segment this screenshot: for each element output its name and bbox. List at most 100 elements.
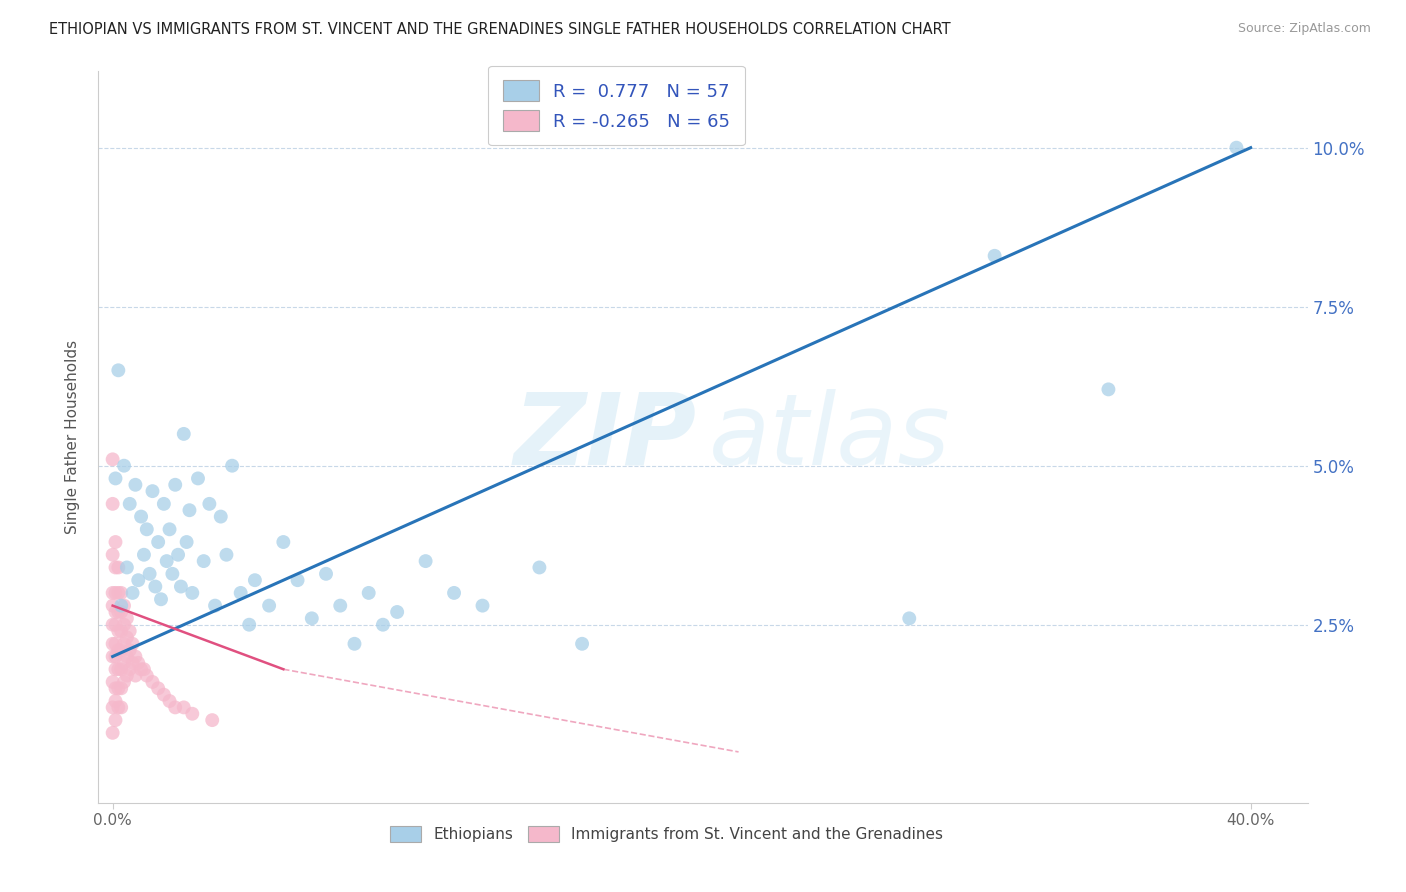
- Point: [104, 471, 127, 485]
- Point: [112, 617, 135, 632]
- Point: [118, 497, 141, 511]
- Point: [121, 586, 143, 600]
- Point: [101, 637, 124, 651]
- Point: [170, 580, 193, 594]
- Text: ZIP: ZIP: [515, 389, 697, 485]
- Point: [150, 592, 173, 607]
- Point: [315, 566, 337, 581]
- Point: [204, 599, 226, 613]
- Point: [357, 586, 380, 600]
- Y-axis label: Single Father Households: Single Father Households: [65, 340, 80, 534]
- Point: [165, 700, 187, 714]
- Point: [176, 535, 198, 549]
- Point: [141, 675, 163, 690]
- Point: [1225, 141, 1247, 155]
- Point: [104, 560, 127, 574]
- Point: [112, 599, 135, 613]
- Point: [181, 706, 204, 721]
- Point: [201, 713, 224, 727]
- Point: [107, 681, 129, 696]
- Point: [110, 586, 132, 600]
- Point: [143, 580, 166, 594]
- Point: [415, 554, 437, 568]
- Point: [110, 643, 132, 657]
- Point: [153, 688, 176, 702]
- Point: [104, 586, 127, 600]
- Point: [162, 566, 184, 581]
- Point: [138, 566, 160, 581]
- Point: [898, 611, 921, 625]
- Point: [118, 662, 141, 676]
- Point: [101, 599, 124, 613]
- Text: Source: ZipAtlas.com: Source: ZipAtlas.com: [1237, 22, 1371, 36]
- Point: [179, 503, 201, 517]
- Point: [529, 560, 551, 574]
- Point: [127, 573, 149, 587]
- Point: [112, 656, 135, 670]
- Point: [159, 522, 181, 536]
- Point: [209, 509, 232, 524]
- Point: [101, 675, 124, 690]
- Point: [104, 617, 127, 632]
- Point: [110, 681, 132, 696]
- Point: [104, 535, 127, 549]
- Point: [107, 586, 129, 600]
- Point: [101, 548, 124, 562]
- Point: [104, 694, 127, 708]
- Point: [107, 624, 129, 638]
- Point: [571, 637, 593, 651]
- Point: [257, 599, 280, 613]
- Point: [124, 477, 146, 491]
- Point: [181, 586, 204, 600]
- Point: [107, 605, 129, 619]
- Point: [115, 611, 138, 625]
- Point: [104, 605, 127, 619]
- Point: [110, 605, 132, 619]
- Point: [104, 649, 127, 664]
- Point: [115, 631, 138, 645]
- Point: [107, 643, 129, 657]
- Point: [146, 535, 169, 549]
- Point: [329, 599, 352, 613]
- Point: [141, 484, 163, 499]
- Point: [110, 700, 132, 714]
- Point: [129, 509, 152, 524]
- Point: [243, 573, 266, 587]
- Point: [110, 662, 132, 676]
- Point: [110, 624, 132, 638]
- Point: [104, 681, 127, 696]
- Point: [115, 560, 138, 574]
- Text: atlas: atlas: [709, 389, 950, 485]
- Point: [127, 656, 149, 670]
- Point: [101, 617, 124, 632]
- Point: [215, 548, 238, 562]
- Point: [135, 522, 157, 536]
- Point: [165, 477, 187, 491]
- Point: [301, 611, 323, 625]
- Point: [101, 452, 124, 467]
- Point: [221, 458, 243, 473]
- Point: [173, 426, 195, 441]
- Point: [112, 458, 135, 473]
- Point: [287, 573, 309, 587]
- Point: [112, 675, 135, 690]
- Point: [121, 637, 143, 651]
- Point: [238, 617, 260, 632]
- Text: ETHIOPIAN VS IMMIGRANTS FROM ST. VINCENT AND THE GRENADINES SINGLE FATHER HOUSEH: ETHIOPIAN VS IMMIGRANTS FROM ST. VINCENT…: [49, 22, 950, 37]
- Point: [118, 643, 141, 657]
- Point: [101, 700, 124, 714]
- Point: [443, 586, 465, 600]
- Point: [124, 649, 146, 664]
- Point: [146, 681, 169, 696]
- Point: [132, 662, 155, 676]
- Point: [135, 668, 157, 682]
- Point: [101, 586, 124, 600]
- Point: [101, 649, 124, 664]
- Point: [471, 599, 494, 613]
- Point: [156, 554, 179, 568]
- Point: [129, 662, 152, 676]
- Point: [385, 605, 408, 619]
- Point: [371, 617, 394, 632]
- Point: [104, 662, 127, 676]
- Point: [193, 554, 215, 568]
